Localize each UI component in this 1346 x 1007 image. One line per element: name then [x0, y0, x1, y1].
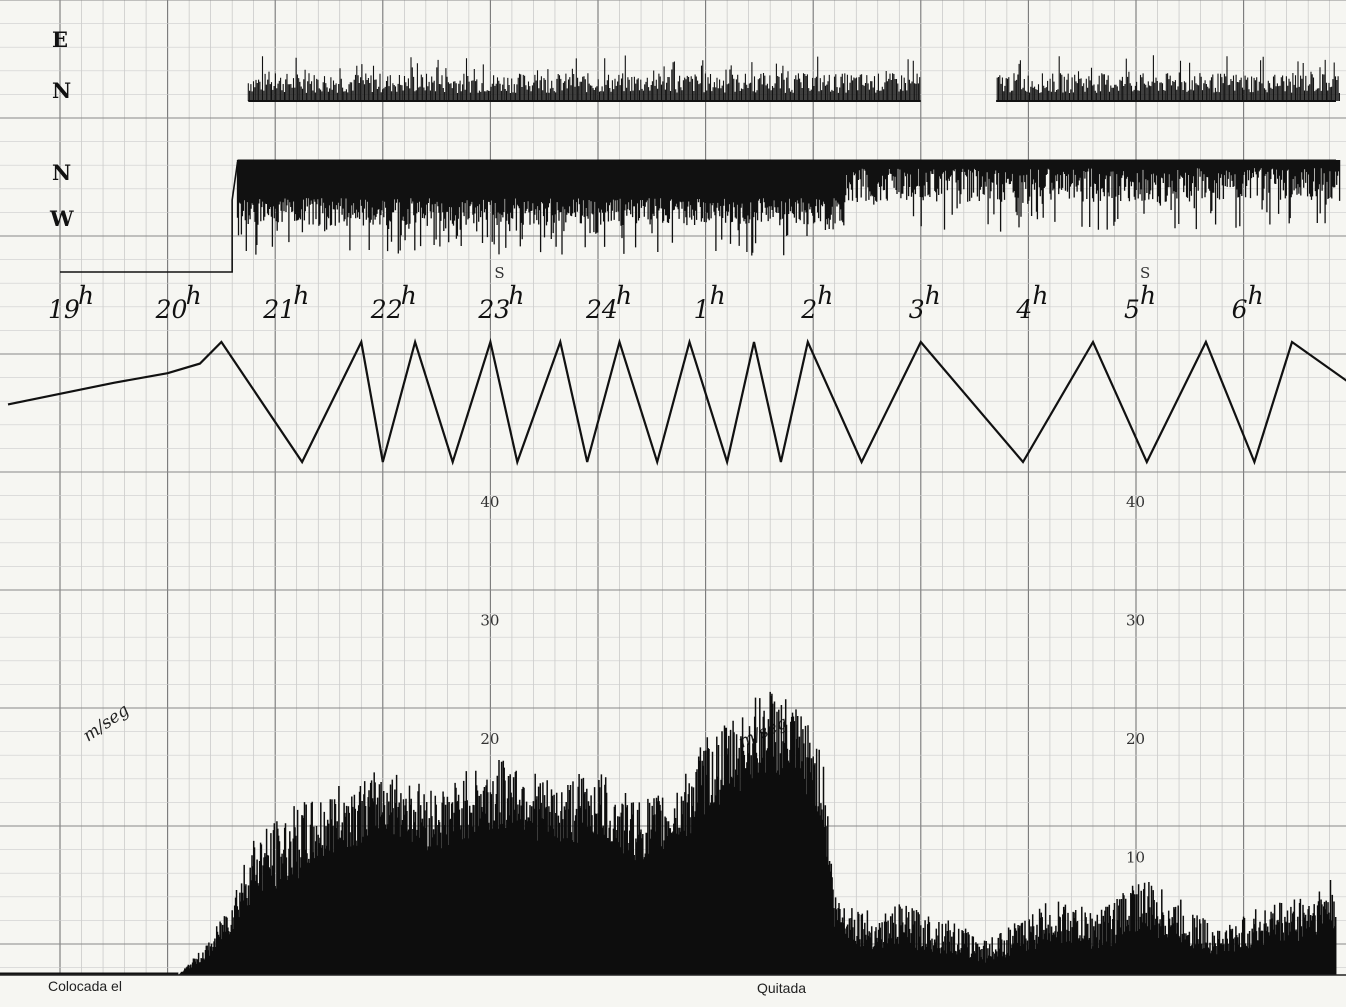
speed-tick-label: 30	[480, 612, 499, 630]
direction-spike-label: S	[1140, 264, 1150, 282]
row-label-n-lower: N	[52, 160, 71, 185]
row-label-w: W	[49, 206, 74, 231]
direction-trace-lower-step	[60, 161, 239, 273]
speed-tick-label: 40	[480, 493, 499, 511]
removed-label: Quitada	[757, 980, 806, 996]
hour-label-suffix: h	[817, 281, 833, 310]
speed-tick-label: 20	[1126, 730, 1145, 748]
hour-label: 3	[909, 295, 925, 324]
hour-label: 22	[370, 295, 403, 324]
direction-trace-lower-band	[236, 160, 1341, 256]
placed-label: Colocada el	[48, 978, 122, 994]
speed-tick-label: 40	[1126, 493, 1145, 511]
hour-label: 24	[585, 295, 618, 324]
hour-label-suffix: h	[710, 281, 726, 310]
hour-label-suffix: h	[1140, 281, 1156, 310]
speed-tick-label: 30	[1126, 612, 1145, 630]
hour-label-suffix: h	[186, 281, 202, 310]
hour-label: 20	[155, 295, 188, 324]
hour-label: 4	[1015, 295, 1032, 324]
hour-label: 2	[800, 295, 817, 324]
hour-label-suffix: h	[508, 281, 524, 310]
hour-label: 23	[477, 295, 510, 324]
hour-label: 6	[1232, 295, 1248, 324]
hour-label-suffix: h	[1248, 281, 1264, 310]
speed-tick-label: 20	[480, 730, 499, 748]
hour-label: 19	[48, 295, 80, 324]
direction-trace-upper	[247, 55, 1340, 102]
hour-label-suffix: h	[1032, 281, 1048, 310]
hour-label-suffix: h	[925, 281, 941, 310]
hour-labels: 19h 20h 21h 22h 23h 24h 1 h 2 h 3 h 4 h 5 h 6 h	[48, 281, 1264, 324]
hour-label-suffix: h	[616, 281, 632, 310]
row-label-e: E	[52, 27, 68, 52]
hour-label-suffix: h	[401, 281, 417, 310]
hour-label-suffix: h	[78, 281, 94, 310]
speed-tick-label: 10	[1126, 849, 1145, 867]
direction-spike-label: S	[494, 264, 504, 282]
hour-label: 21	[262, 295, 295, 324]
hour-label: 1	[694, 295, 710, 324]
row-label-n-upper: N	[52, 78, 71, 103]
hour-zigzag-line	[7, 337, 1346, 467]
direction-trace-lower	[60, 159, 1341, 273]
hour-label-suffix: h	[293, 281, 309, 310]
direction-trace-upper-band	[247, 55, 1340, 101]
hour-label: 5	[1124, 295, 1140, 324]
